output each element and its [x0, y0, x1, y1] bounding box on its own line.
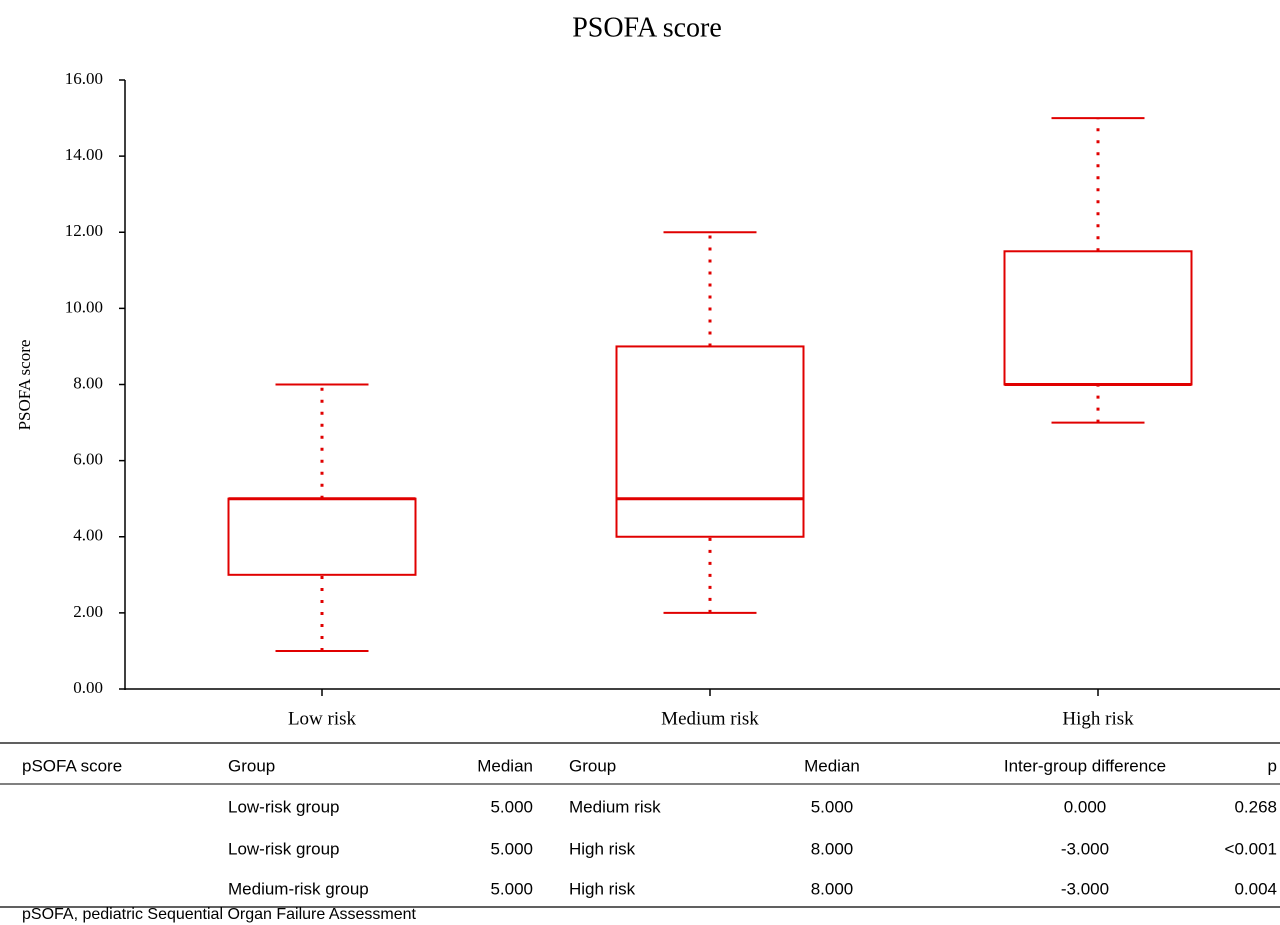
table-cell: <0.001	[1225, 839, 1277, 858]
table-cell: Medium-risk group	[228, 879, 369, 898]
table-cell: 0.268	[1234, 797, 1277, 816]
table-cell: 0.004	[1234, 879, 1277, 898]
y-tick-label: 6.00	[73, 450, 103, 469]
table-cell: -3.000	[1061, 839, 1109, 858]
table-cell: Low-risk group	[228, 797, 340, 816]
table-header: Group	[569, 756, 616, 775]
y-tick-label: 16.00	[65, 69, 103, 88]
table-cell: 5.000	[490, 879, 533, 898]
y-tick-label: 12.00	[65, 221, 103, 240]
table-header: Inter-group difference	[1004, 756, 1166, 775]
x-tick-label: Medium risk	[661, 708, 759, 729]
y-tick-label: 4.00	[73, 526, 103, 545]
x-tick-label: Low risk	[288, 708, 357, 729]
table-cell: 0.000	[1064, 797, 1107, 816]
box	[615, 345, 805, 538]
y-tick-label: 14.00	[65, 145, 103, 164]
box	[1003, 250, 1193, 386]
box	[227, 497, 417, 576]
table-cell: 5.000	[811, 797, 854, 816]
table-header: Median	[804, 756, 860, 775]
table-cell: 5.000	[490, 839, 533, 858]
table-header: Group	[228, 756, 275, 775]
table-cell: Medium risk	[569, 797, 661, 816]
table-cell: 8.000	[811, 879, 854, 898]
y-tick-label: 8.00	[73, 373, 103, 392]
table-header: Median	[477, 756, 533, 775]
table-cell: High risk	[569, 839, 636, 858]
table-cell: High risk	[569, 879, 636, 898]
table-cell: 8.000	[811, 839, 854, 858]
table-header: pSOFA score	[22, 756, 122, 775]
chart-title: PSOFA score	[572, 12, 722, 43]
table-header: p	[1268, 756, 1277, 775]
x-tick-label: High risk	[1062, 708, 1134, 729]
y-axis-label: PSOFA score	[15, 340, 34, 431]
y-tick-label: 2.00	[73, 602, 103, 621]
y-tick-label: 0.00	[73, 678, 103, 697]
table-cell: -3.000	[1061, 879, 1109, 898]
table-cell: 5.000	[490, 797, 533, 816]
y-tick-label: 10.00	[65, 297, 103, 316]
table-cell: Low-risk group	[228, 839, 340, 858]
footnote: pSOFA, pediatric Sequential Organ Failur…	[22, 906, 417, 923]
